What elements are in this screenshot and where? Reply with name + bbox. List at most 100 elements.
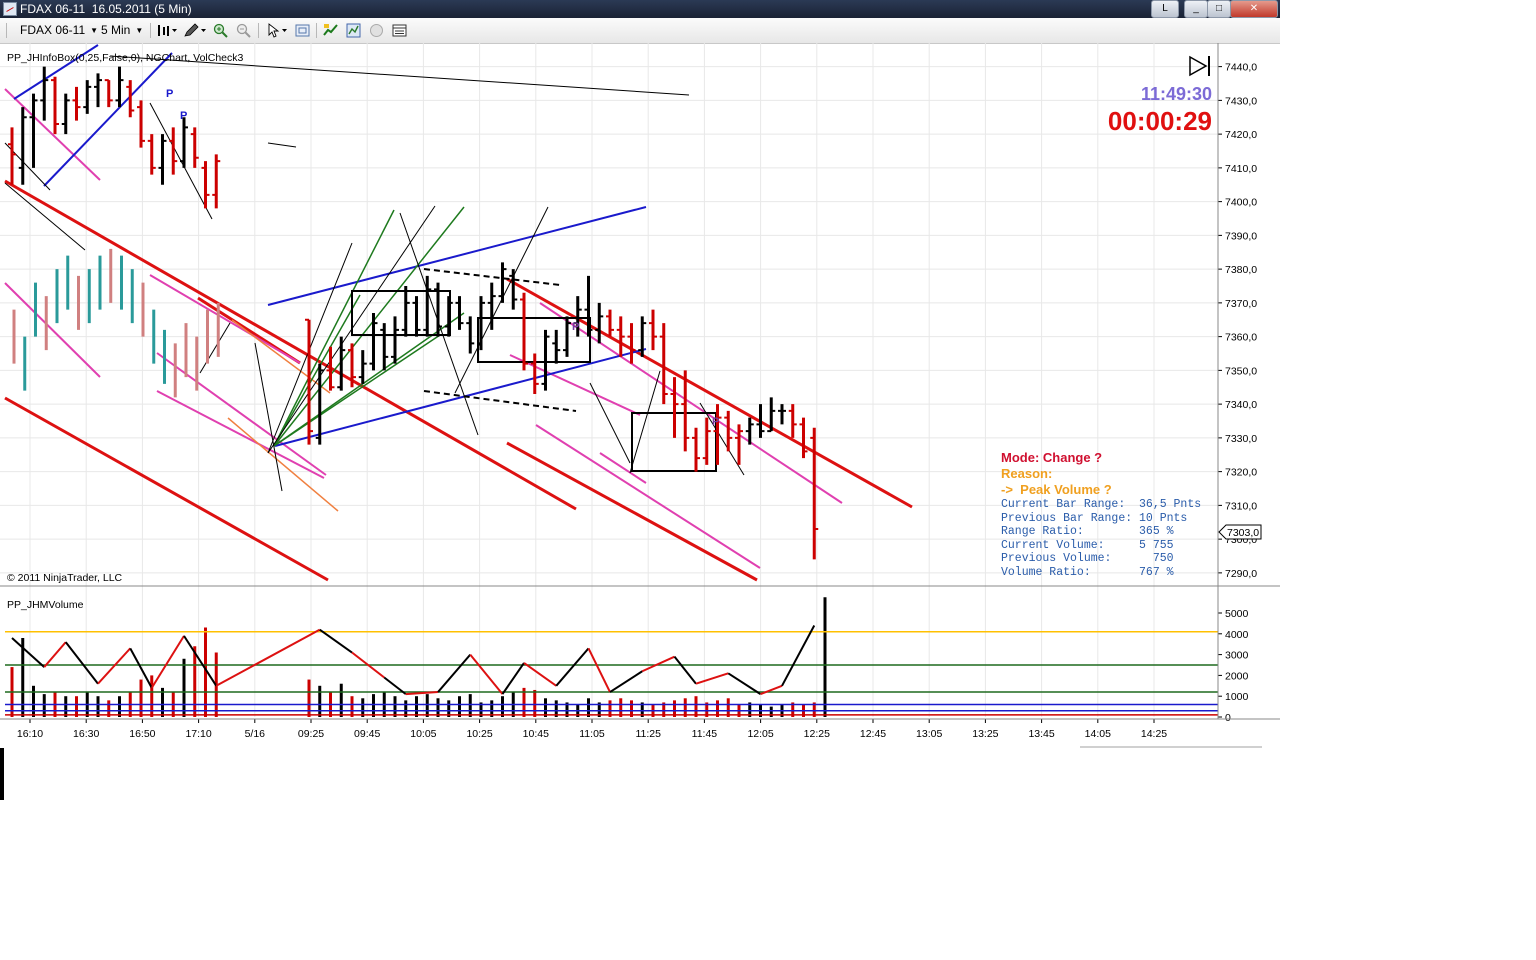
volume-indicator-label[interactable]: PP_JHMVolume (7, 599, 84, 611)
price-bar[interactable] (778, 404, 786, 425)
price-bar[interactable] (380, 323, 389, 371)
price-bars[interactable] (8, 66, 819, 560)
price-bar[interactable] (552, 329, 561, 364)
time-tick-label: 16:30 (73, 728, 99, 740)
price-bar[interactable] (305, 318, 313, 445)
price-bar[interactable] (137, 100, 145, 148)
minimize-icon[interactable]: _ (1184, 0, 1208, 18)
price-bar[interactable] (745, 417, 754, 445)
close-icon[interactable]: ✕ (1230, 0, 1278, 18)
instrument-selector[interactable]: FDAX 06-11 ▼ (20, 22, 98, 38)
price-bar[interactable] (83, 80, 92, 114)
price-bar[interactable] (810, 427, 819, 560)
price-bar[interactable] (756, 404, 765, 438)
price-bar[interactable] (61, 93, 70, 135)
price-bar[interactable] (606, 309, 614, 337)
price-bar[interactable] (444, 296, 453, 337)
price-bar[interactable] (212, 154, 221, 209)
price-bar[interactable] (573, 296, 582, 337)
properties-icon[interactable] (392, 23, 407, 38)
price-bar[interactable] (369, 313, 378, 371)
indicator-label[interactable]: PP_JHInfoBox(0,25,False,0), NGChart, Vol… (7, 52, 244, 64)
zoom-out-icon[interactable] (236, 23, 251, 38)
price-bar[interactable] (72, 86, 81, 121)
zoom-in-icon[interactable] (213, 23, 228, 38)
price-bar[interactable] (201, 161, 210, 209)
price-bar[interactable] (358, 350, 367, 384)
price-bar[interactable] (40, 66, 49, 121)
price-bar[interactable] (326, 346, 335, 391)
price-bar[interactable] (180, 117, 188, 168)
price-bar[interactable] (126, 80, 135, 118)
chart-drawing-objects[interactable] (4, 44, 913, 582)
price-bar[interactable] (530, 353, 539, 395)
maximize-icon[interactable]: □ (1207, 0, 1231, 18)
price-bar[interactable] (348, 343, 356, 388)
bar-style-icon[interactable] (156, 23, 178, 38)
play-to-end-icon[interactable] (1188, 55, 1212, 77)
title-bar[interactable]: FDAX 06-11 16.05.2011 (5 Min) L _ □ ✕ (0, 0, 1280, 18)
pencil-icon[interactable] (183, 23, 207, 38)
bar-timer-display: 00:00:29 (1107, 106, 1212, 136)
price-bar[interactable] (670, 377, 679, 438)
price-bar[interactable] (401, 286, 410, 337)
chart-area[interactable]: 7440,0 7430,0 7420,0 7410,0 7400,0 7390,0 7380… (0, 43, 1280, 749)
price-bar[interactable] (724, 410, 733, 452)
price-bar[interactable] (158, 134, 167, 185)
desktop-edge (0, 748, 4, 800)
price-bar[interactable] (788, 404, 797, 438)
price-bar[interactable] (487, 282, 496, 330)
price-axis[interactable]: 7440,0 7430,0 7420,0 7410,0 7400,0 7390,0 7380… (1218, 62, 1257, 580)
price-bar[interactable] (190, 127, 199, 168)
price-bar[interactable] (595, 302, 604, 344)
link-button[interactable]: L (1151, 0, 1179, 18)
price-bar[interactable] (509, 269, 518, 310)
interval-selector[interactable]: 5 Min ▼ (101, 22, 143, 38)
price-bar[interactable] (659, 323, 668, 405)
price-bar[interactable] (147, 134, 156, 175)
price-bar[interactable] (520, 292, 528, 371)
price-bar[interactable] (702, 417, 711, 465)
price-bar[interactable] (681, 370, 690, 452)
price-bar[interactable] (713, 404, 722, 465)
strategies-icon[interactable] (346, 23, 361, 38)
price-bar[interactable] (18, 107, 27, 185)
indicators-icon[interactable] (323, 23, 338, 38)
price-bar[interactable] (315, 363, 324, 445)
volume-axis[interactable]: 5000 4000 3000 2000 1000 0 (1218, 608, 1249, 724)
price-tick-label: 7390,0 (1225, 230, 1257, 242)
data-box-icon[interactable] (295, 23, 310, 38)
cursor-icon[interactable] (266, 23, 290, 38)
record-icon[interactable] (369, 23, 384, 38)
time-axis[interactable]: 16:10 16:30 16:50 17:10 5/16 09:25 09:45 10:05 1… (17, 719, 1167, 740)
price-bar[interactable] (391, 316, 399, 364)
price-bar[interactable] (8, 127, 16, 185)
price-bar[interactable] (616, 316, 625, 357)
price-bar[interactable] (649, 309, 657, 351)
price-bar[interactable] (104, 79, 113, 108)
price-bar[interactable] (735, 424, 743, 465)
price-bar[interactable] (29, 93, 38, 168)
price-bar[interactable] (423, 275, 432, 337)
price-bar[interactable] (455, 296, 464, 330)
price-bar[interactable] (563, 316, 571, 357)
price-bar[interactable] (767, 397, 776, 433)
price-bar[interactable] (337, 336, 346, 391)
volume-average-segment (11, 637, 45, 668)
price-bar[interactable] (584, 275, 593, 337)
price-bar[interactable] (94, 73, 102, 108)
price-bar[interactable] (169, 127, 178, 175)
price-tick-label: 7420,0 (1225, 129, 1257, 141)
price-bar[interactable] (466, 316, 475, 354)
price-bar[interactable] (412, 296, 421, 337)
price-bar[interactable] (498, 262, 507, 303)
price-bar[interactable] (51, 76, 59, 135)
price-bar[interactable] (434, 282, 442, 337)
price-bar[interactable] (477, 296, 485, 351)
price-bar[interactable] (692, 427, 700, 472)
price-bar[interactable] (799, 417, 808, 459)
price-bar[interactable] (638, 316, 647, 357)
price-bar[interactable] (541, 329, 550, 391)
price-bar[interactable] (115, 66, 124, 108)
price-bar[interactable] (627, 323, 636, 364)
